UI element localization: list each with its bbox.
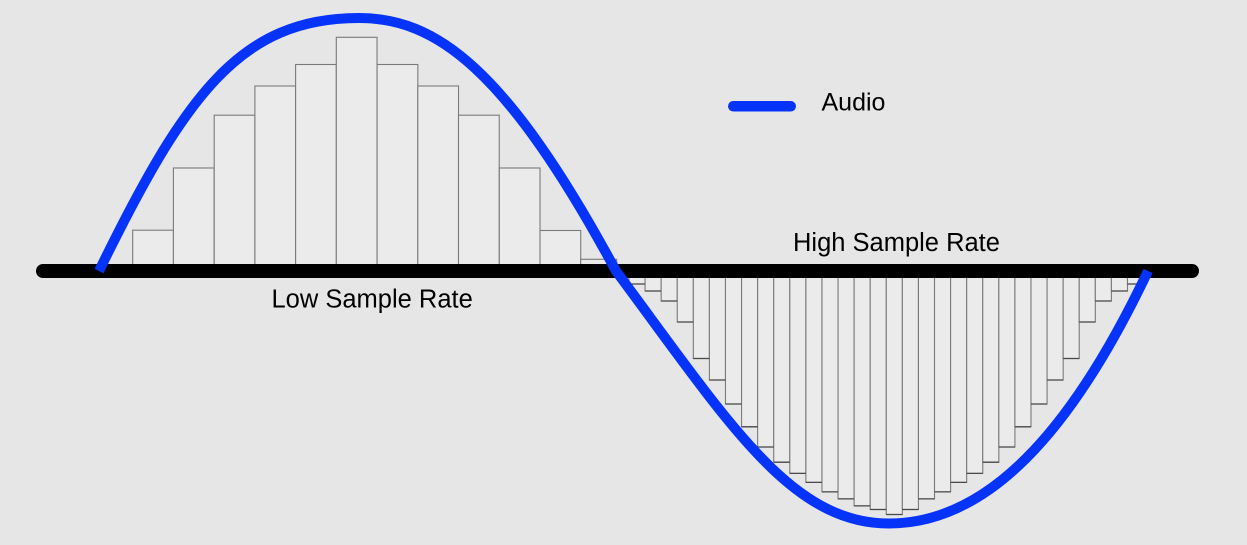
svg-text:High Sample Rate: High Sample Rate: [793, 229, 1000, 257]
svg-text:Low Sample Rate: Low Sample Rate: [272, 286, 473, 314]
svg-text:Audio: Audio: [822, 89, 886, 117]
